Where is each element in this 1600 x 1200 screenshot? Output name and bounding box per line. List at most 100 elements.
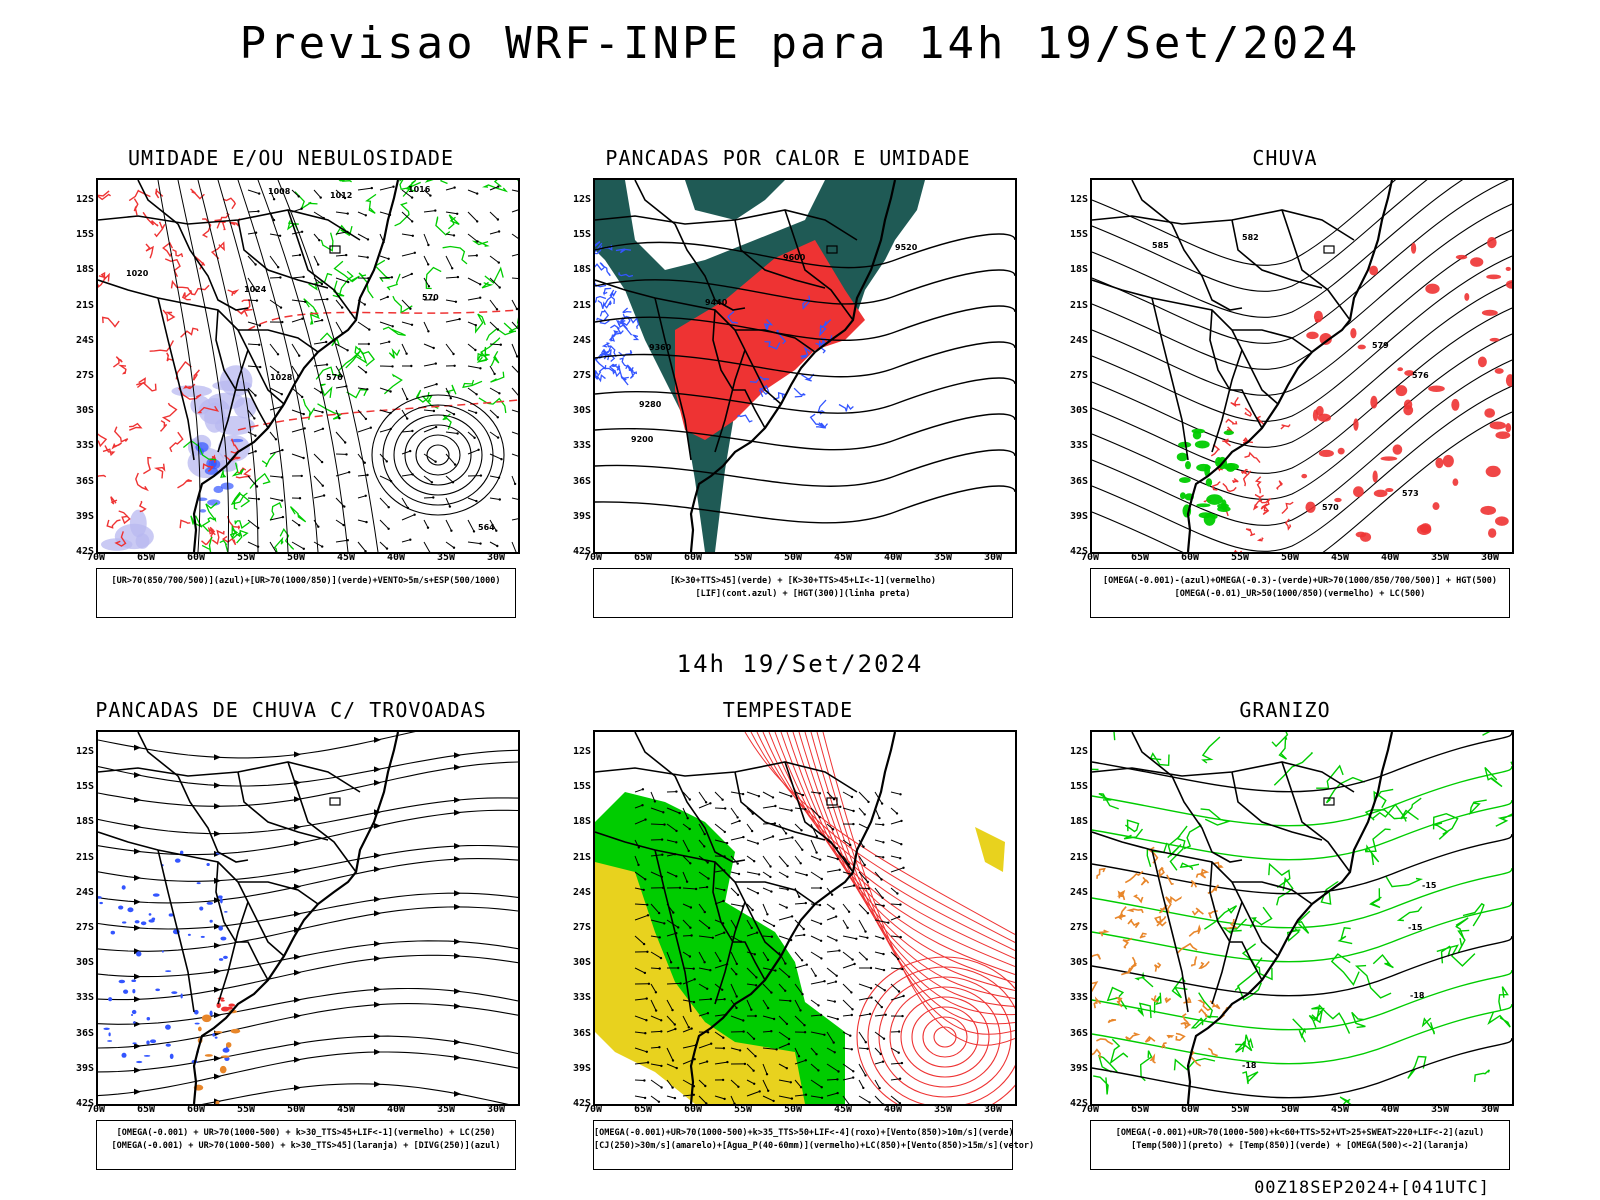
lif-contour-blue (764, 340, 781, 350)
vento850-vector (858, 951, 868, 960)
vento850-vector-head (643, 1096, 647, 1100)
lon-tick-label: 40W (883, 1104, 903, 1115)
wind-vector-head (366, 388, 369, 391)
vento850-vector-head (819, 922, 823, 925)
hgt300-contour (595, 269, 1015, 305)
wind-vector (511, 387, 518, 396)
lat-tick-label: 21S (1069, 299, 1088, 311)
vento850-vector (682, 935, 692, 937)
vento850-vector-head (743, 1062, 747, 1066)
wind-vector (313, 341, 327, 345)
vento850-vector-head (709, 997, 713, 1001)
wind-vector (269, 475, 283, 478)
wind-vector (379, 276, 392, 279)
lif-contour-blue (607, 345, 617, 358)
stream-arrow (454, 938, 461, 945)
vento850-vector (634, 935, 645, 945)
lat-tick-label: 36S (1069, 1027, 1088, 1039)
vento850-vector (762, 1015, 775, 1020)
stream-arrow (294, 883, 301, 890)
humidity-1000-850-contour (229, 524, 239, 536)
vento850-vector (826, 967, 838, 977)
wind-vector-head (389, 480, 393, 483)
wind-vector (247, 343, 260, 346)
omega-ur50-red (1428, 385, 1445, 392)
vento850-vector (666, 999, 673, 1011)
contour-label: 1024 (244, 285, 267, 294)
wind-vector-head (318, 239, 321, 242)
lat-tick-label: 36S (1069, 475, 1088, 487)
vento850-vector (698, 998, 711, 1001)
vento850-vector-head (722, 899, 725, 903)
vento850-vector-head (694, 887, 698, 891)
divg250-blue (118, 979, 126, 984)
lat-tick-label: 42S (75, 1098, 94, 1109)
omega500-orange (1098, 929, 1110, 937)
political-border (1231, 219, 1323, 289)
wind-vector (445, 387, 452, 399)
vento850-vector (858, 903, 869, 914)
omega500-orange (1195, 872, 1207, 879)
divg250-blue (108, 997, 113, 1002)
vento850-vector-head (642, 888, 645, 892)
omega500-orange (1096, 1038, 1114, 1045)
humidity-1000-850-contour (374, 259, 391, 282)
lat-tick-label: 12S (75, 194, 94, 205)
temp850-green (1204, 905, 1238, 930)
vento850-vector (666, 1047, 674, 1061)
wind-vector (401, 387, 408, 400)
wind-vector (357, 211, 366, 216)
wind-vector-head (281, 320, 284, 324)
vento850-vector (650, 871, 663, 878)
wind-vector-head (389, 411, 392, 415)
wind-vector (247, 232, 257, 235)
vento850-vector (874, 919, 889, 924)
vento850-vector (746, 967, 757, 978)
vento850-vector (698, 1012, 709, 1017)
thickness-contour-red (221, 535, 237, 546)
vento850-vector-head (897, 990, 901, 993)
wind-vector (423, 189, 431, 196)
vento850-vector-head (705, 1102, 708, 1104)
political-border (1171, 775, 1243, 863)
political-border (712, 861, 734, 943)
vento850-vector-head (660, 1064, 663, 1068)
omega-ur50-red (1276, 480, 1283, 490)
lc850-cyclone (933, 1026, 957, 1048)
stream-arrow (374, 736, 381, 743)
lon-tick-label: 40W (1380, 1104, 1400, 1115)
political-border (157, 849, 195, 1013)
omega-ur50-red (1230, 397, 1241, 408)
divg250-blue (165, 1043, 171, 1047)
omega-ur50-red (1211, 481, 1221, 491)
divg250-blue (132, 1021, 136, 1024)
vento850-vector (682, 903, 692, 908)
wind-vector-head (433, 298, 436, 301)
temp850-green (1109, 1038, 1129, 1065)
divg250-blue (131, 1009, 137, 1015)
lif-contour-blue (608, 363, 619, 372)
lat-tick-label: 27S (75, 370, 94, 381)
lc250-streamline (98, 732, 416, 759)
vento850-vector-head (784, 989, 787, 992)
vento850-vector-head (864, 930, 867, 933)
lon-tick-label: 55W (236, 1104, 256, 1115)
wind-vector (313, 277, 323, 285)
wind-vector (423, 426, 437, 433)
lif-contour-blue (629, 317, 640, 329)
wind-vector-head (427, 243, 430, 247)
temp850-green (1432, 812, 1459, 835)
vento850-vector-head (852, 822, 855, 826)
vento850-vector-head (823, 1033, 826, 1036)
wind-vector (335, 385, 347, 389)
stream-arrow (374, 1001, 381, 1008)
vento850-vector-head (675, 790, 678, 793)
vento850-vector (778, 1095, 792, 1100)
vento850-vector-head (772, 1017, 776, 1021)
humidity-850-700-500-area (212, 380, 252, 391)
wind-vector (423, 321, 429, 332)
lon-tick-label: 35W (436, 1104, 456, 1115)
vento850-vector-head (818, 816, 821, 819)
wind-vector (489, 453, 502, 460)
